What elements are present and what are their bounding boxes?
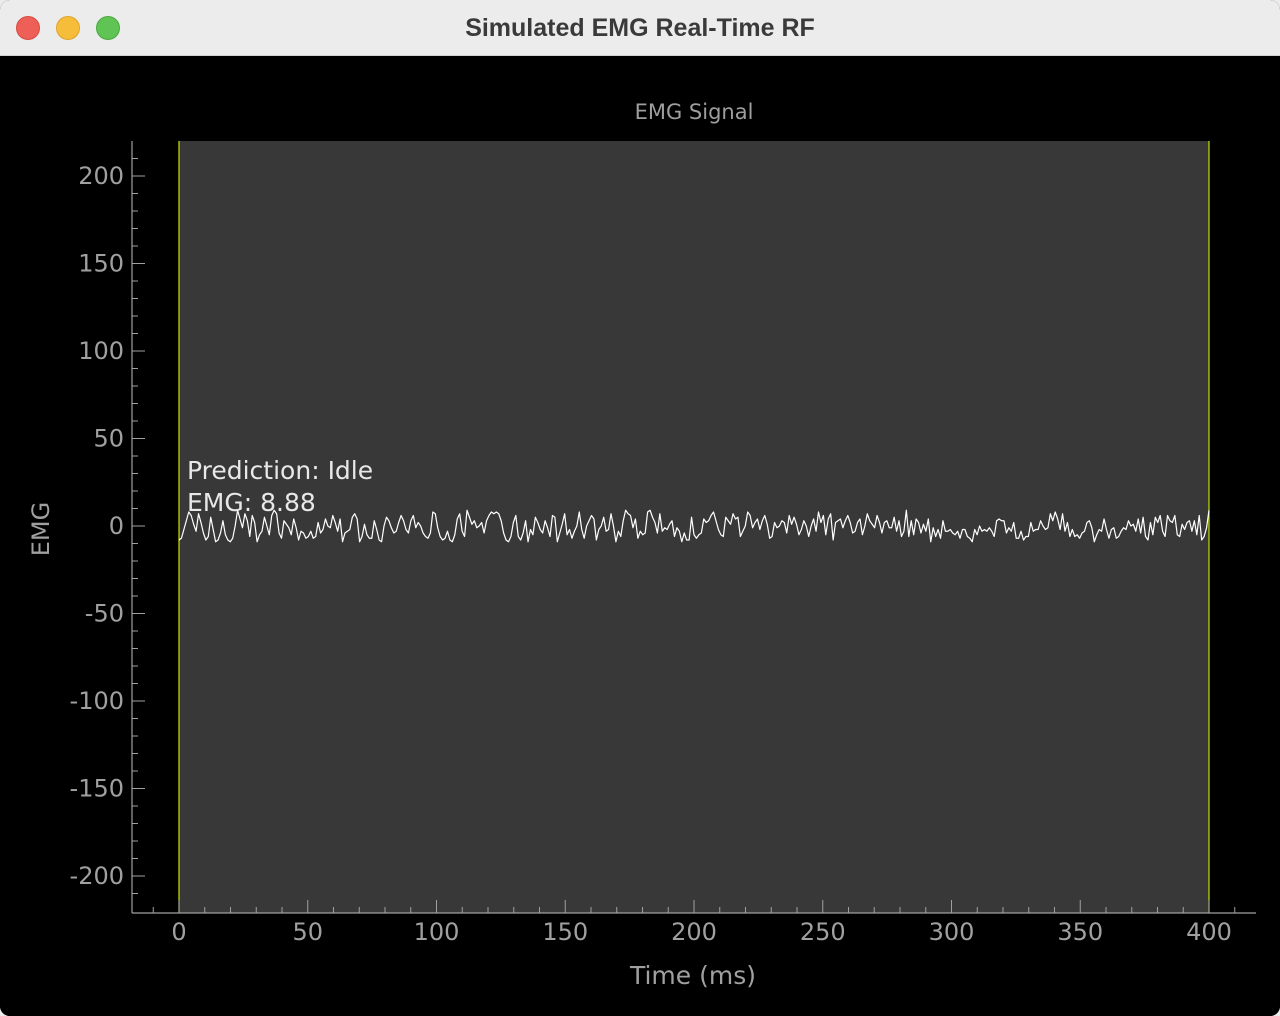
y-tick-label: 150 (78, 250, 124, 278)
y-tick-label: -50 (85, 600, 124, 628)
y-tick-label: -200 (70, 862, 124, 890)
y-tick-label: 50 (93, 425, 124, 453)
x-tick-label: 200 (671, 918, 717, 946)
close-window-button[interactable] (16, 16, 40, 40)
x-tick-label: 150 (542, 918, 588, 946)
y-tick-label: 0 (109, 512, 124, 540)
x-tick-label: 0 (171, 918, 186, 946)
x-tick-label: 50 (292, 918, 323, 946)
x-axis-label: Time (ms) (629, 961, 756, 990)
emg-signal-line (178, 509, 1210, 543)
plot-area: EMG Signal 200 150 100 50 0 -50 -100 -150 -200 0 5… (0, 56, 1280, 1016)
zoom-window-button[interactable] (96, 16, 120, 40)
minimize-window-button[interactable] (56, 16, 80, 40)
x-tick-label: 250 (800, 918, 846, 946)
y-axis-label: EMG (27, 502, 55, 556)
chart-title: EMG Signal (635, 100, 754, 124)
x-tick-label: 100 (414, 918, 460, 946)
x-tick-label: 400 (1186, 918, 1232, 946)
title-bar: Simulated EMG Real-Time RF (0, 0, 1280, 56)
x-tick-label: 300 (929, 918, 975, 946)
prediction-label: Prediction: Idle (187, 456, 373, 485)
emg-chart[interactable]: EMG Signal 200 150 100 50 0 -50 -100 -150 -200 0 5… (0, 56, 1280, 1016)
plot-background (179, 141, 1209, 913)
y-tick-label: 100 (78, 337, 124, 365)
y-tick-label: -100 (70, 687, 124, 715)
emg-value-label: EMG: 8.88 (187, 488, 316, 517)
window-title: Simulated EMG Real-Time RF (465, 14, 815, 42)
x-tick-label: 350 (1057, 918, 1103, 946)
y-tick-label: -150 (70, 775, 124, 803)
y-tick-label: 200 (78, 162, 124, 190)
